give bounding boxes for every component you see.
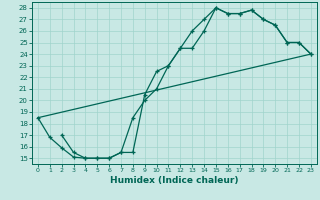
X-axis label: Humidex (Indice chaleur): Humidex (Indice chaleur) (110, 176, 239, 185)
